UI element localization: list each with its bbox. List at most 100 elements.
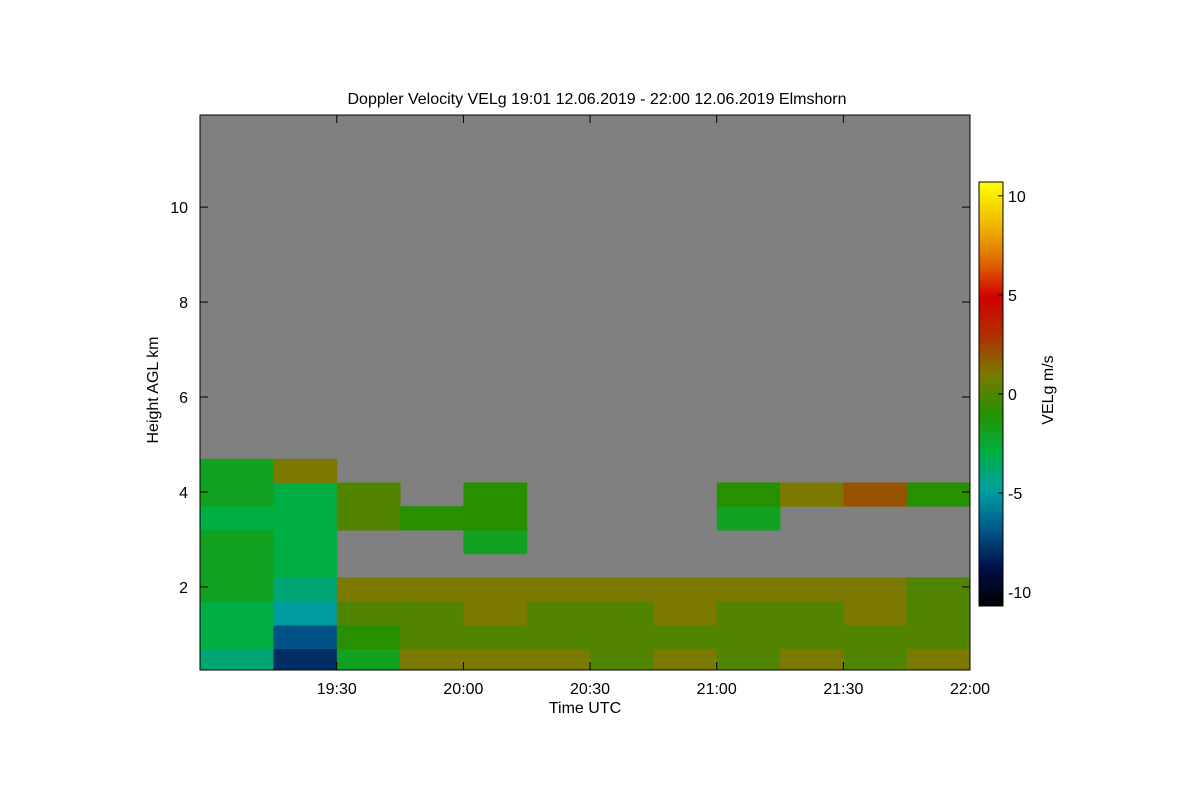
heatmap-cell xyxy=(716,577,781,602)
colorbar-swatch xyxy=(979,334,1003,337)
colorbar-swatch xyxy=(979,374,1003,377)
colorbar-swatch xyxy=(979,356,1003,359)
colorbar-swatch xyxy=(979,468,1003,471)
colorbar-swatch xyxy=(979,444,1003,447)
y-tick-label: 8 xyxy=(179,295,188,312)
heatmap-cell xyxy=(843,601,908,626)
colorbar-swatch xyxy=(979,270,1003,273)
colorbar-swatch xyxy=(979,458,1003,461)
heatmap-cell xyxy=(400,601,464,626)
colorbar-swatch xyxy=(979,248,1003,251)
colorbar-swatch xyxy=(979,200,1003,203)
heatmap-cell xyxy=(463,506,528,531)
colorbar-swatch xyxy=(979,574,1003,577)
colorbar-tick-label: 0 xyxy=(1008,387,1017,404)
heatmap-cell xyxy=(336,601,401,626)
colorbar-swatch xyxy=(979,498,1003,501)
colorbar-swatch xyxy=(979,394,1003,397)
heatmap-cell xyxy=(716,601,781,626)
heatmap-cell xyxy=(200,648,274,671)
colorbar-swatch xyxy=(979,292,1003,295)
colorbar-swatch xyxy=(979,244,1003,247)
colorbar-swatch xyxy=(979,322,1003,325)
heatmap-cell xyxy=(200,577,274,602)
colorbar-swatch xyxy=(979,336,1003,339)
colorbar-swatch xyxy=(979,398,1003,401)
colorbar-swatch xyxy=(979,362,1003,365)
colorbar-swatch xyxy=(979,518,1003,521)
colorbar-swatch xyxy=(979,408,1003,411)
colorbar-swatch xyxy=(979,442,1003,445)
colorbar-swatch xyxy=(979,478,1003,481)
heatmap-cell xyxy=(906,624,971,650)
x-tick-label: 20:30 xyxy=(570,681,610,698)
colorbar-swatch xyxy=(979,376,1003,379)
chart-title: Doppler Velocity VELg 19:01 12.06.2019 -… xyxy=(347,91,846,108)
colorbar-swatch xyxy=(979,502,1003,505)
heatmap-cell xyxy=(653,624,718,650)
colorbar-swatch xyxy=(979,294,1003,297)
colorbar-swatch xyxy=(979,208,1003,211)
colorbar-swatch xyxy=(979,370,1003,373)
colorbar-swatch xyxy=(979,250,1003,253)
colorbar-swatch xyxy=(979,224,1003,227)
colorbar-swatch xyxy=(979,586,1003,589)
colorbar-swatch xyxy=(979,512,1003,515)
heatmap-cell xyxy=(590,648,654,671)
heatmap-cell xyxy=(653,577,718,602)
heatmap-cell xyxy=(273,458,338,483)
colorbar-swatch xyxy=(979,304,1003,307)
colorbar-swatch xyxy=(979,226,1003,229)
colorbar-swatch xyxy=(979,466,1003,469)
heatmap-cell xyxy=(336,648,401,671)
colorbar-swatch xyxy=(979,410,1003,413)
colorbar-swatch xyxy=(979,434,1003,437)
x-tick-label: 21:30 xyxy=(823,681,863,698)
colorbar-swatch xyxy=(979,192,1003,195)
heatmap-cell xyxy=(200,482,274,507)
heatmap-cell xyxy=(400,624,464,650)
colorbar-swatch xyxy=(979,290,1003,293)
colorbar-tick-label: 10 xyxy=(1008,189,1026,206)
colorbar-swatch xyxy=(979,388,1003,391)
colorbar-swatch xyxy=(979,328,1003,331)
heatmap-cell xyxy=(843,624,908,650)
colorbar-swatch xyxy=(979,296,1003,299)
colorbar-swatch xyxy=(979,506,1003,509)
colorbar-swatch xyxy=(979,382,1003,385)
colorbar-swatch xyxy=(979,604,1003,607)
colorbar-swatch xyxy=(979,364,1003,367)
heatmap-cell xyxy=(336,506,401,531)
colorbar-swatch xyxy=(979,492,1003,495)
colorbar-swatch xyxy=(979,260,1003,263)
colorbar-swatch xyxy=(979,188,1003,191)
colorbar-swatch xyxy=(979,580,1003,583)
colorbar-swatch xyxy=(979,550,1003,553)
heatmap-cell xyxy=(526,601,591,626)
heatmap-cell xyxy=(336,624,401,650)
colorbar-swatch xyxy=(979,572,1003,575)
colorbar-swatch xyxy=(979,280,1003,283)
colorbar-swatch xyxy=(979,422,1003,425)
colorbar-swatch xyxy=(979,368,1003,371)
colorbar-swatch xyxy=(979,484,1003,487)
heatmap-cell xyxy=(463,624,528,650)
colorbar-swatch xyxy=(979,302,1003,305)
colorbar-swatch xyxy=(979,396,1003,399)
colorbar-swatch xyxy=(979,548,1003,551)
x-tick-label: 20:00 xyxy=(443,681,483,698)
colorbar-swatch xyxy=(979,348,1003,351)
colorbar-swatch xyxy=(979,268,1003,271)
colorbar-swatch xyxy=(979,456,1003,459)
colorbar-swatch xyxy=(979,202,1003,205)
colorbar-swatch xyxy=(979,516,1003,519)
heatmap-cell xyxy=(400,577,464,602)
y-axis-label: Height AGL km xyxy=(145,336,162,443)
heatmap-cell xyxy=(273,648,338,671)
heatmap-cell xyxy=(200,458,274,483)
colorbar-swatch xyxy=(979,450,1003,453)
colorbar-swatch xyxy=(979,340,1003,343)
colorbar-swatch xyxy=(979,536,1003,539)
colorbar-swatch xyxy=(979,182,1003,185)
heatmap-cell xyxy=(780,624,844,650)
